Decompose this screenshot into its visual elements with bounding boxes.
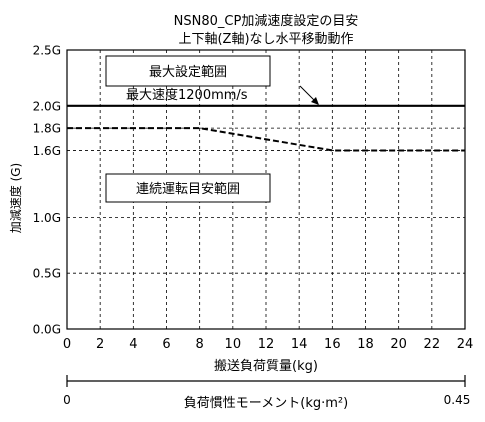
chart-title-line2: 上下軸(Z軸)なし水平移動動作 [178, 32, 353, 47]
x-tick-label: 18 [357, 337, 374, 352]
y-tick-label: 1.6G [33, 144, 61, 158]
secondary-axis-label: 負荷慣性モーメント(kg·m²) [184, 395, 348, 411]
x-tick-label: 24 [457, 337, 474, 352]
chart-title-line1: NSN80_CP加減速度設定の目安 [174, 13, 359, 29]
x-tick-label: 2 [96, 337, 104, 352]
series-line-continuous-operation [67, 127, 465, 152]
y-tick-label: 2.0G [33, 99, 61, 113]
x-tick-label: 6 [162, 337, 170, 352]
max-speed-arrowhead [311, 97, 319, 105]
x-tick-label: 14 [291, 337, 308, 352]
secondary-axis-max-label: 0.45 [444, 393, 471, 407]
max-range-label: 最大設定範囲 [149, 64, 227, 80]
plot-frame [66, 49, 466, 330]
x-tick-label: 0 [63, 337, 71, 352]
x-tick-label: 8 [196, 337, 204, 352]
y-tick-label: 0.0G [33, 323, 61, 337]
y-tick-label: 0.5G [33, 267, 61, 281]
x-axis-label: 搬送負荷質量(kg) [214, 359, 318, 374]
x-tick-label: 20 [390, 337, 407, 352]
x-tick-label: 10 [225, 337, 242, 352]
x-tick-label: 16 [324, 337, 341, 352]
continuous-range-label: 連続運転目安範囲 [136, 182, 240, 197]
max-speed-label: 最大速度1200mm/s [126, 87, 248, 103]
series-layer [67, 104, 465, 152]
x-tick-label: 22 [424, 337, 441, 352]
secondary-axis-min-label: 0 [63, 393, 71, 407]
y-axis-label: 加減速度 (G) [8, 163, 23, 233]
max-range-box [105, 55, 271, 87]
x-tick-label: 4 [129, 337, 137, 352]
y-tick-label: 2.5G [33, 44, 61, 58]
x-tick-label: 12 [258, 337, 275, 352]
y-tick-label: 1.0G [33, 211, 61, 225]
y-tick-labels: 0.0G 0.5G 1.0G 1.6G 1.8G 2.0G 2.5G [33, 44, 61, 337]
x-tick-labels: 0 2 4 6 8 10 12 14 16 18 20 22 24 [63, 337, 473, 352]
continuous-range-box [105, 173, 271, 203]
y-tick-label: 1.8G [33, 122, 61, 136]
